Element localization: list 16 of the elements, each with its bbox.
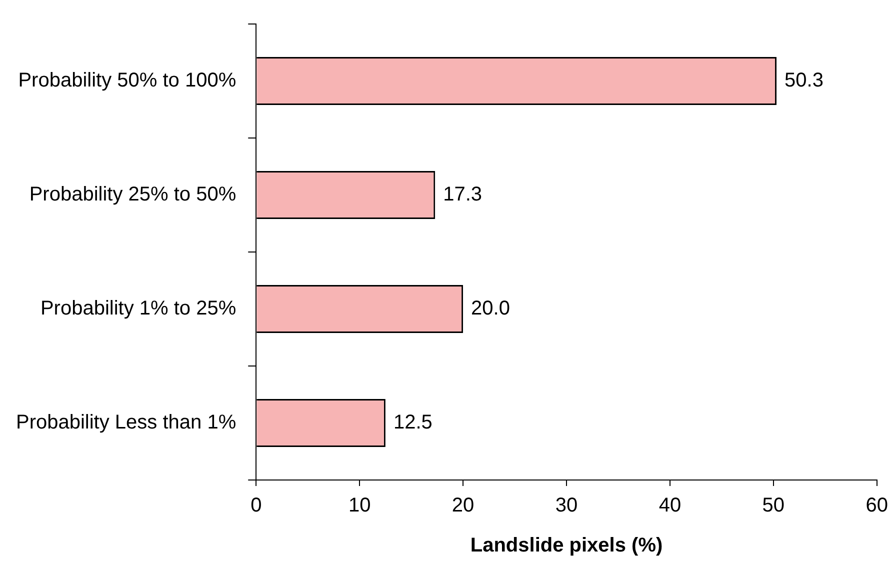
data-label: 12.5 — [393, 412, 432, 434]
y-tick-label: Probability 25% to 50% — [29, 184, 236, 206]
data-label: 50.3 — [784, 70, 824, 92]
data-label: 17.3 — [443, 184, 482, 206]
x-tick-label: 60 — [866, 494, 888, 517]
x-tick-label: 0 — [250, 494, 262, 517]
x-tick-label: 20 — [452, 494, 474, 517]
x-axis-title: Landslide pixels (%) — [470, 534, 663, 557]
y-tick-label: Probability 1% to 25% — [40, 298, 236, 320]
x-tick-label: 40 — [658, 494, 682, 517]
y-tick-label: Probability Less than 1% — [16, 412, 236, 434]
x-tick-label: 50 — [762, 494, 785, 517]
x-tick-label: 10 — [348, 494, 371, 517]
y-tick-label: Probability 50% to 100% — [18, 70, 236, 92]
x-tick-label: 30 — [555, 494, 578, 517]
data-label: 20.0 — [471, 298, 510, 320]
